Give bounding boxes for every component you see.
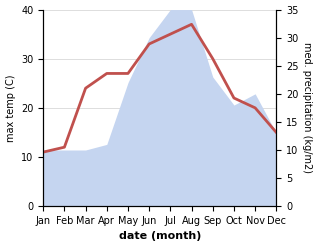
Y-axis label: max temp (C): max temp (C)	[5, 74, 16, 142]
Y-axis label: med. precipitation (kg/m2): med. precipitation (kg/m2)	[302, 42, 313, 173]
X-axis label: date (month): date (month)	[119, 231, 201, 242]
